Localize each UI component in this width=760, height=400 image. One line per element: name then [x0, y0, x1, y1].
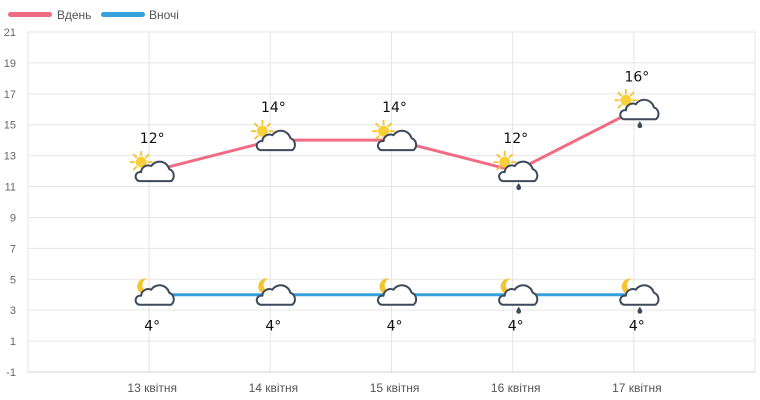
sun-ray [375, 135, 380, 140]
sun-core [135, 156, 147, 168]
legend-label-night: Вночі [149, 8, 179, 22]
y-tick-label: 7 [10, 243, 16, 255]
moon-shape [621, 278, 636, 295]
moon-cloud-rain-icon [619, 278, 660, 314]
y-tick-label: 11 [5, 182, 16, 194]
sun-ray [254, 135, 259, 140]
y-tick-label: 13 [4, 151, 16, 163]
cloud-shape [498, 284, 539, 306]
sun-core [499, 156, 511, 168]
data-label: 4° [629, 319, 645, 335]
y-axis: 21 19 17 15 13 11 9 7 5 3 1 -1 [4, 27, 16, 379]
y-tick-label: 17 [4, 89, 16, 101]
sun-core [378, 125, 390, 137]
data-label: 4° [144, 319, 160, 335]
sun-shape [493, 150, 517, 174]
cloud-shape [376, 129, 418, 152]
y-tick-label: 9 [10, 212, 16, 224]
sun-core [620, 94, 632, 106]
y-tick-label: 5 [10, 274, 16, 286]
cloud-shape [376, 284, 418, 306]
sun-ray [629, 91, 635, 97]
moon-cloud-icon [134, 278, 175, 306]
cloud-shape [498, 160, 539, 183]
sun-ray [617, 91, 622, 97]
data-label: 4° [265, 319, 281, 335]
cloud-shape [255, 284, 296, 306]
moon-cloud-rain-icon [498, 278, 539, 314]
sun-cloud-rain-icon [614, 88, 660, 129]
legend-label-day: Вдень [57, 8, 91, 22]
sun-core [256, 125, 268, 137]
legend-item-day[interactable]: Вдень [8, 8, 91, 22]
legend-swatch-night [101, 12, 145, 17]
raindrop-shape [516, 183, 522, 191]
sun-ray [375, 122, 380, 128]
data-label: 12° [140, 131, 165, 147]
sun-shape [614, 88, 638, 112]
moon-cloud-icon [376, 278, 418, 306]
legend: Вдень Вночі [8, 8, 179, 22]
cloud-shape [255, 129, 296, 152]
sun-ray [617, 104, 622, 109]
cloud-shape [619, 284, 660, 306]
data-label: 14° [382, 100, 407, 116]
data-label: 4° [508, 319, 524, 335]
x-tick-label: 17 квітня [612, 381, 662, 395]
moon-shape [137, 278, 152, 295]
sun-ray [145, 153, 150, 159]
sun-cloud-rain-icon [493, 150, 539, 191]
sun-cloud-icon [372, 119, 418, 152]
x-tick-label: 13 квітня [127, 381, 177, 395]
y-tick-label: 21 [4, 27, 16, 39]
sun-cloud-icon [250, 119, 296, 152]
x-tick-label: 14 квітня [249, 381, 299, 395]
y-tick-label: -1 [6, 367, 16, 379]
legend-swatch-day [8, 12, 52, 17]
legend-item-night[interactable]: Вночі [101, 8, 179, 22]
x-axis: 13 квітня 14 квітня 15 квітня 16 квітня 17 к… [28, 371, 755, 395]
sun-ray [496, 153, 501, 159]
raindrop-shape [637, 306, 643, 314]
sun-ray [508, 153, 514, 159]
moon-shape [500, 278, 515, 295]
cloud-shape [134, 160, 175, 183]
data-label: 16° [624, 69, 649, 85]
y-tick-label: 1 [10, 336, 16, 348]
sun-ray [266, 122, 271, 128]
sun-ray [132, 153, 138, 159]
y-tick-label: 19 [4, 58, 16, 70]
raindrop-shape [516, 306, 522, 314]
moon-shape [258, 278, 273, 295]
data-label: 4° [387, 319, 403, 335]
sun-ray [254, 122, 259, 128]
cloud-shape [134, 284, 175, 306]
series-layer: 12° 14° 14° 12° 16° 4° 4° 4° 4° 4° [129, 69, 660, 335]
sun-ray [132, 166, 138, 171]
moon-cloud-icon [255, 278, 296, 306]
x-tick-label: 15 квітня [370, 381, 420, 395]
sun-ray [387, 122, 392, 128]
x-tick-label: 16 квітня [491, 381, 541, 395]
data-label: 14° [261, 100, 286, 116]
raindrop-shape [637, 121, 643, 129]
sun-cloud-icon [129, 150, 175, 183]
cloud-shape [619, 98, 660, 121]
sun-ray [496, 166, 501, 171]
moon-shape [379, 278, 394, 295]
y-tick-label: 3 [10, 305, 16, 317]
data-label: 12° [503, 131, 528, 147]
y-tick-label: 15 [4, 120, 16, 132]
